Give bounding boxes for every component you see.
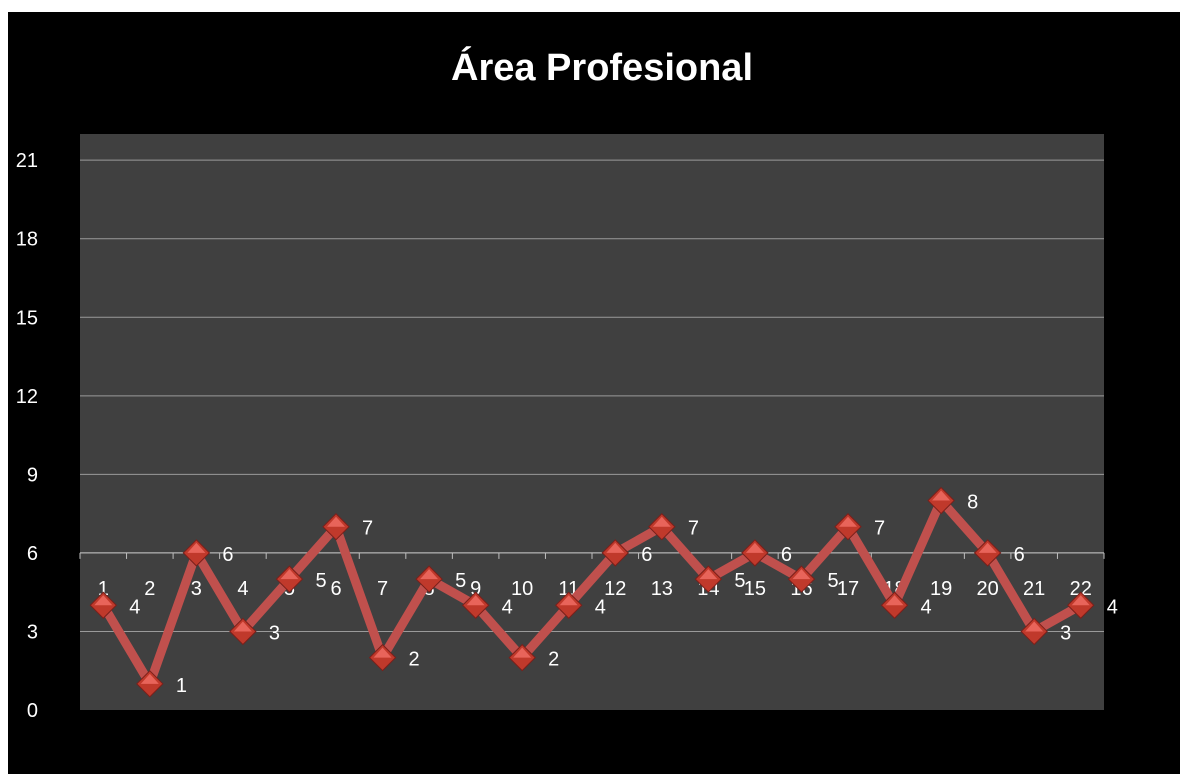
data-label: 6 [781,544,792,566]
series-line [98,496,1086,689]
data-label: 4 [595,596,606,618]
data-label: 7 [362,518,373,540]
data-label: 5 [315,570,326,592]
data-point-marker [136,670,164,698]
x-category-label: 19 [930,578,952,600]
data-label: 7 [688,518,699,540]
data-label: 6 [641,544,652,566]
x-category-label: 13 [651,578,673,600]
data-label: 4 [921,596,932,618]
data-label: 8 [967,492,978,514]
data-label: 3 [1060,622,1071,644]
data-label: 2 [409,649,420,671]
x-category-label: 17 [837,578,859,600]
data-point-marker [415,565,443,593]
y-tick-label: 12 [16,386,38,408]
data-point-marker [555,591,583,619]
data-point-marker [1067,591,1095,619]
data-point-marker [508,643,536,672]
data-label: 5 [734,570,745,592]
data-label: 4 [129,596,140,618]
data-label: 2 [548,649,559,671]
data-label: 3 [269,622,280,644]
data-point-marker [461,591,490,619]
data-point-marker [182,539,211,567]
x-category-label: 10 [511,578,533,600]
data-label: 4 [502,596,513,618]
data-point-marker [880,591,909,619]
x-category-label: 3 [191,578,202,600]
x-category-label: 7 [377,578,388,600]
x-category-label: 12 [604,578,626,600]
x-category-label: 9 [470,578,481,600]
data-label: 6 [1014,544,1025,566]
y-tick-label: 21 [16,150,38,172]
x-category-label: 20 [977,578,999,600]
x-category-label: 2 [144,578,155,600]
y-tick-label: 15 [16,307,38,329]
data-label: 4 [1107,596,1118,618]
data-point-marker [601,539,629,567]
data-point-marker [694,565,723,593]
data-point-marker [322,513,350,541]
chart-title: Área Profesional [451,45,753,89]
data-label: 5 [827,570,838,592]
y-tick-label: 18 [16,229,38,251]
x-category-label: 1 [98,578,109,600]
y-tick-label: 9 [27,464,38,486]
data-label: 5 [455,570,466,592]
data-point-marker [834,513,862,541]
x-category-label: 15 [744,578,766,600]
y-tick-label: 3 [27,621,38,643]
data-point-marker [368,643,397,672]
data-point-marker [89,591,117,619]
x-category-label: 6 [330,578,341,600]
data-point-marker [973,539,1002,567]
data-point-marker [741,539,769,567]
y-axis-ticks: 0 3 6 9 12 15 18 21 [16,150,38,722]
data-label: 7 [874,518,885,540]
data-label: 1 [176,675,187,697]
data-point-marker [927,486,955,515]
data-point-marker [275,565,304,593]
x-category-label: 4 [237,578,248,600]
y-tick-label: 0 [27,700,38,722]
data-point-marker [229,617,257,646]
data-point-marker [787,565,816,593]
x-category-label: 21 [1023,578,1045,600]
data-point-marker [1020,617,1048,646]
data-point-marker [648,513,676,541]
data-label: 6 [222,544,233,566]
x-category-label: 22 [1070,578,1092,600]
y-tick-label: 6 [27,543,38,565]
series-markers [89,486,1095,698]
plot-area [80,134,1104,710]
